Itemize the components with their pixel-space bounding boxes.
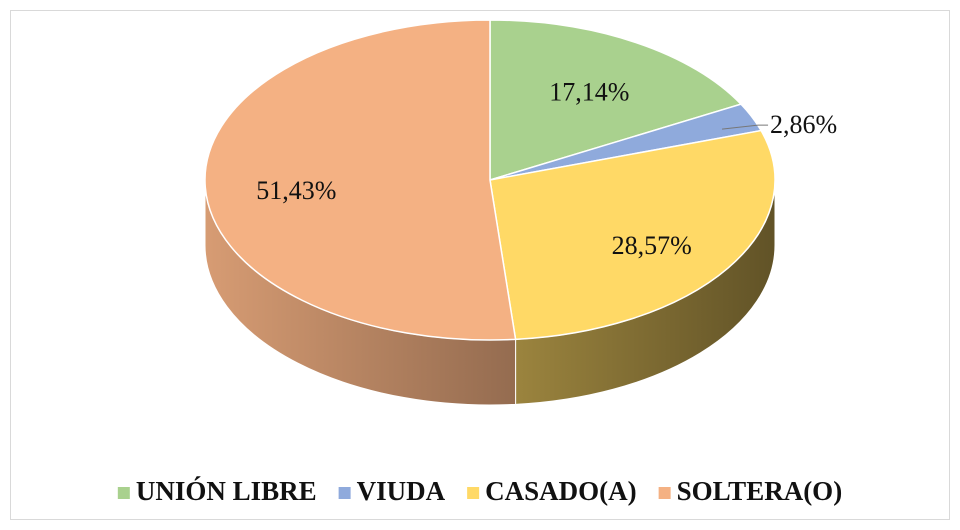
data-label: 2,86% [770,110,837,139]
legend-swatch [467,487,480,499]
slice [489,19,743,182]
legend-swatch [338,487,351,499]
legend-label: UNIÓN LIBRE [136,476,317,506]
legend-label: CASADO(A) [485,476,637,506]
slice [489,129,776,341]
leader-line [721,124,769,130]
data-label: 17,14% [549,78,629,107]
legend-label: SOLTERA(O) [677,476,843,506]
slice [204,19,517,341]
data-label: 51,43% [256,176,336,205]
data-label: 28,57% [612,231,692,260]
legend-swatch [658,487,671,499]
legend-swatch [117,487,130,499]
legend-label: VIUDA [357,476,446,506]
legend: UNIÓN LIBRE VIUDA CASADO(A) SOLTERA(O) [117,476,843,506]
